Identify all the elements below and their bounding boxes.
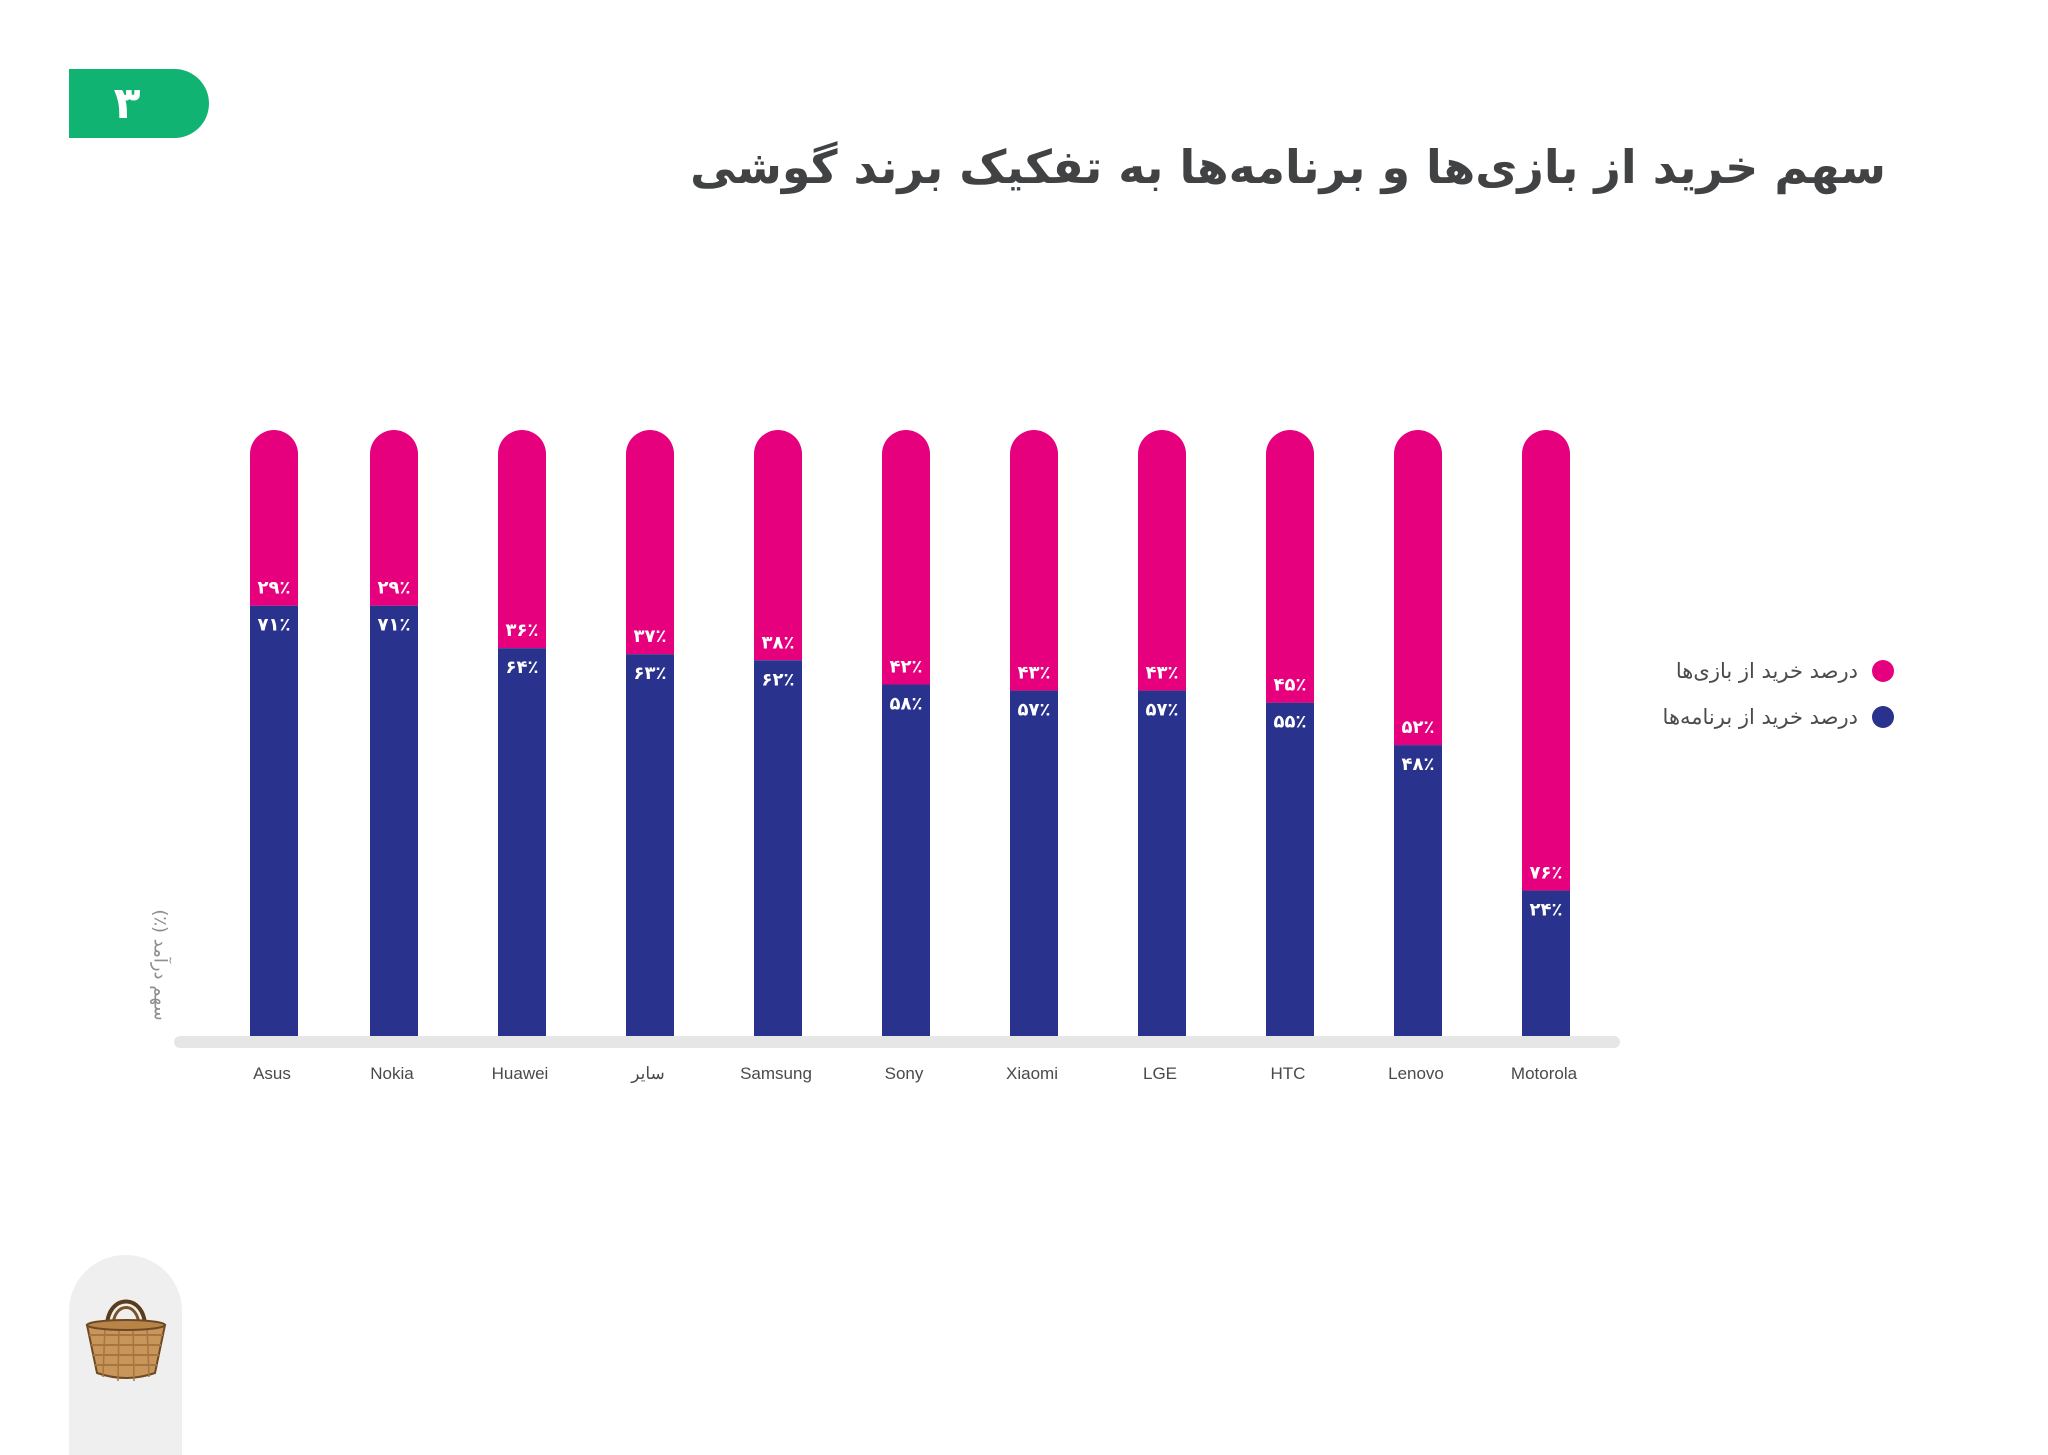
data-label-games-8: ۴۵٪: [1274, 675, 1307, 696]
bar-games-0: [250, 430, 298, 606]
x-tick-label-10: Motorola: [1511, 1064, 1578, 1083]
x-tick-label-8: HTC: [1271, 1064, 1306, 1083]
legend-label-games: درصد خرید از بازی‌ها: [1675, 659, 1858, 683]
data-label-games-1: ۲۹٪: [378, 578, 411, 599]
bar-games-7: [1138, 430, 1186, 691]
bar-games-8: [1266, 430, 1314, 703]
legend-swatch-apps: [1872, 706, 1894, 728]
bar-games-4: [754, 430, 802, 661]
bar-games-9: [1394, 430, 1442, 746]
bar-games-3: [626, 430, 674, 655]
bar-games-5: [882, 430, 930, 685]
bar-apps-8: [1266, 702, 1314, 1036]
data-label-apps-4: ۶۲٪: [762, 669, 795, 690]
data-label-apps-6: ۵۷٪: [1018, 700, 1051, 721]
x-tick-label-9: Lenovo: [1388, 1064, 1444, 1083]
data-label-games-2: ۳۶٪: [506, 620, 539, 641]
x-tick-label-4: Samsung: [740, 1064, 812, 1083]
legend: درصد خرید از بازی‌ها درصد خرید از برنامه…: [1663, 648, 1894, 740]
page-number-badge: ۳: [69, 69, 209, 138]
bar-apps-7: [1138, 690, 1186, 1036]
bar-games-10: [1522, 430, 1570, 891]
data-label-games-4: ۳۸٪: [762, 632, 795, 653]
legend-label-apps: درصد خرید از برنامه‌ها: [1662, 705, 1858, 729]
bar-apps-10: [1522, 890, 1570, 1036]
data-label-apps-8: ۵۵٪: [1274, 712, 1307, 733]
data-label-apps-0: ۷۱٪: [258, 615, 291, 636]
legend-item-games: درصد خرید از بازی‌ها: [1663, 648, 1894, 694]
page-number: ۳: [113, 78, 141, 129]
data-label-apps-10: ۲۴٪: [1530, 900, 1563, 921]
y-axis-label: سهم درآمد (٪): [149, 909, 171, 1021]
bar-apps-0: [250, 605, 298, 1036]
bar-apps-5: [882, 684, 930, 1036]
legend-swatch-games: [1872, 660, 1894, 682]
bar-apps-4: [754, 660, 802, 1036]
data-label-apps-9: ۴۸٪: [1402, 754, 1435, 775]
data-label-apps-5: ۵۸٪: [890, 694, 923, 715]
data-label-games-6: ۴۳٪: [1018, 663, 1051, 684]
bar-games-2: [498, 430, 546, 649]
data-label-games-3: ۳۷٪: [634, 626, 667, 647]
bar-apps-3: [626, 654, 674, 1036]
data-label-apps-2: ۶۴٪: [506, 657, 539, 678]
data-label-games-0: ۲۹٪: [258, 578, 291, 599]
bar-apps-9: [1394, 745, 1442, 1036]
logo-tab: [69, 1255, 182, 1455]
legend-item-apps: درصد خرید از برنامه‌ها: [1663, 694, 1894, 740]
data-label-games-10: ۷۶٪: [1530, 863, 1563, 884]
data-label-apps-1: ۷۱٪: [378, 615, 411, 636]
bar-apps-2: [498, 648, 546, 1036]
x-tick-label-3: سایر: [630, 1064, 665, 1084]
x-tick-label-0: Asus: [253, 1064, 291, 1083]
x-axis-baseline: [174, 1036, 1620, 1048]
x-tick-label-5: Sony: [885, 1064, 924, 1083]
x-tick-label-1: Nokia: [370, 1064, 414, 1083]
data-label-apps-3: ۶۳٪: [634, 663, 667, 684]
data-label-apps-7: ۵۷٪: [1146, 700, 1179, 721]
bar-apps-1: [370, 605, 418, 1036]
bar-games-6: [1010, 430, 1058, 691]
data-label-games-7: ۴۳٪: [1146, 663, 1179, 684]
bar-games-1: [370, 430, 418, 606]
bar-apps-6: [1010, 690, 1058, 1036]
basket-icon: [85, 1299, 167, 1382]
x-tick-label-6: Xiaomi: [1006, 1064, 1058, 1083]
chart-title: سهم خرید از بازی‌ها و برنامه‌ها به تفکیک…: [690, 140, 1886, 194]
x-tick-label-7: LGE: [1143, 1064, 1177, 1083]
data-label-games-9: ۵۲٪: [1402, 717, 1435, 738]
x-tick-label-2: Huawei: [492, 1064, 549, 1083]
data-label-games-5: ۴۲٪: [890, 657, 923, 678]
